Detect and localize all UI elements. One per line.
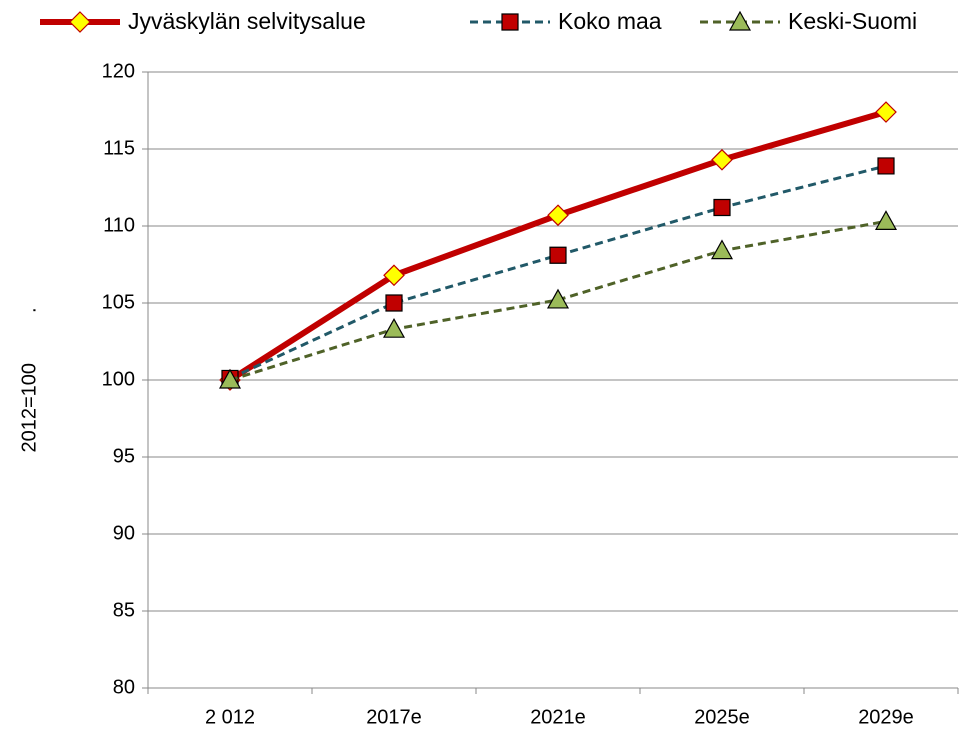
marker xyxy=(875,101,897,123)
series-line xyxy=(228,109,887,383)
legend-item: Keski-Suomi xyxy=(700,8,917,34)
marker xyxy=(69,11,91,33)
marker xyxy=(546,288,570,309)
marker xyxy=(874,210,898,230)
y-tick-label: 100 xyxy=(102,368,135,390)
legend-item: Jyväskylän selvitysalue xyxy=(40,8,366,34)
marker xyxy=(547,204,569,227)
marker xyxy=(382,317,406,338)
marker xyxy=(383,264,405,287)
x-tick-label: 2017e xyxy=(366,706,422,728)
y-tick-label: 110 xyxy=(103,214,135,236)
legend-label: Jyväskylän selvitysalue xyxy=(128,8,366,34)
marker xyxy=(711,148,733,171)
legend-label: Keski-Suomi xyxy=(788,8,917,34)
x-tick-label: 2021e xyxy=(530,706,586,728)
series-line xyxy=(229,164,887,380)
marker xyxy=(549,246,567,264)
legend-label: Koko maa xyxy=(558,8,662,34)
y-tick-label: 115 xyxy=(103,137,135,159)
marker xyxy=(501,13,519,31)
y-tick-label: 85 xyxy=(113,599,135,621)
marker xyxy=(713,198,731,217)
y-tick-label: 95 xyxy=(113,445,135,467)
y-tick-label: 90 xyxy=(113,522,135,544)
marker xyxy=(710,239,734,260)
y-tick-label: 120 xyxy=(102,60,135,82)
legend-item: Koko maa xyxy=(470,8,662,34)
marker xyxy=(385,294,403,312)
x-tick-label: 2 012 xyxy=(205,706,255,728)
y-axis-label: 2012=100 . xyxy=(18,307,40,452)
marker xyxy=(877,157,895,175)
x-tick-label: 2025e xyxy=(694,706,750,728)
x-tick-label: 2029e xyxy=(858,706,914,728)
marker xyxy=(218,368,242,389)
y-tick-label: 80 xyxy=(113,676,135,698)
y-tick-label: 105 xyxy=(102,291,135,313)
marker xyxy=(728,10,752,31)
